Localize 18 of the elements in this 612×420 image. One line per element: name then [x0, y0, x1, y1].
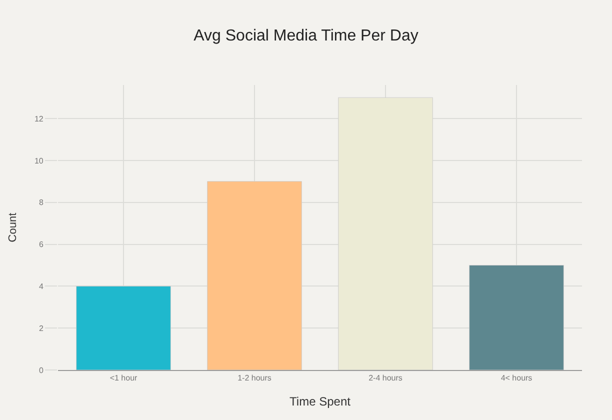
y-tick-label: 2: [38, 324, 44, 333]
bar: [76, 286, 171, 370]
x-tick-label: 2-4 hours: [368, 374, 402, 383]
y-tick-label: 4: [38, 282, 44, 291]
x-tick-label: 4< hours: [500, 374, 532, 383]
x-tick-label: 1-2 hours: [238, 374, 272, 383]
x-axis-title: Time Spent: [290, 394, 352, 408]
bar: [207, 181, 302, 370]
bar: [469, 264, 564, 370]
y-tick-label: 10: [34, 156, 44, 166]
y-tick-label: 0: [38, 366, 44, 375]
bar: [338, 97, 433, 370]
y-tick-label: 12: [34, 114, 44, 124]
y-axis-title: Count: [7, 212, 20, 242]
y-tick-label: 8: [38, 198, 44, 208]
y-tick-label: 6: [38, 240, 44, 250]
chart-title: Avg Social Media Time Per Day: [194, 28, 418, 45]
x-tick-label: <1 hour: [110, 374, 138, 383]
